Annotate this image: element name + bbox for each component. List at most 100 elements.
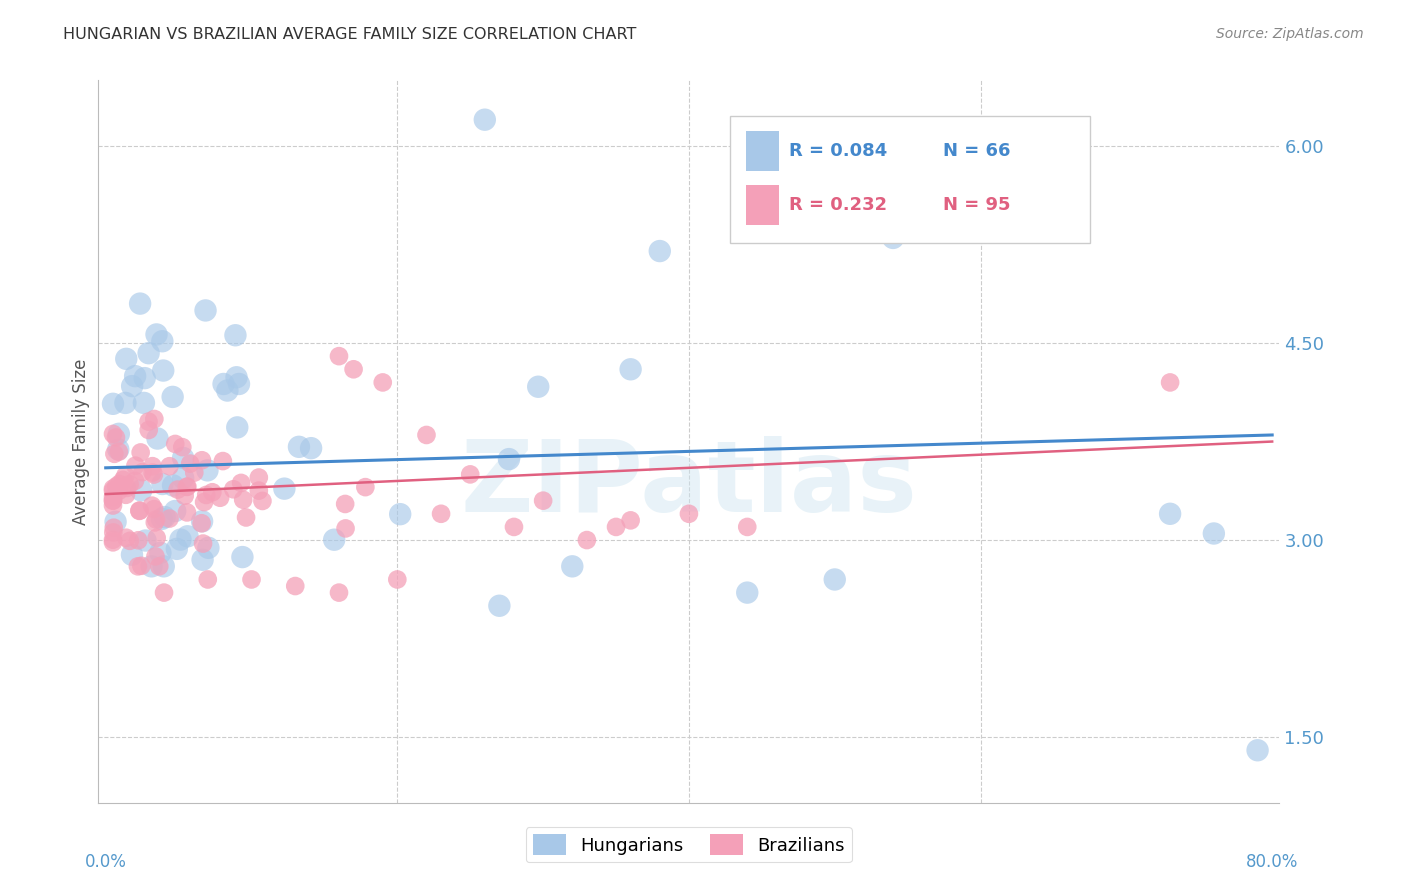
Point: [824, 165, 846, 179]
Point: [128, 504, 150, 518]
Point: [165, 437, 187, 451]
Text: ZIPatlas: ZIPatlas: [461, 436, 917, 533]
Point: [124, 458, 146, 473]
Point: [138, 415, 160, 429]
Point: [141, 559, 163, 574]
Point: [108, 444, 131, 458]
Legend: Hungarians, Brazilians: Hungarians, Brazilians: [526, 827, 852, 863]
Point: [235, 510, 257, 524]
Point: [124, 474, 146, 488]
Point: [201, 485, 224, 500]
Point: [217, 384, 239, 398]
Point: [129, 445, 152, 459]
Bar: [745, 185, 779, 225]
Point: [195, 488, 218, 502]
Point: [101, 483, 124, 498]
Point: [371, 376, 394, 390]
Point: [191, 453, 214, 467]
Point: [107, 442, 129, 457]
Point: [127, 533, 149, 548]
Point: [131, 558, 153, 573]
Point: [162, 390, 184, 404]
Point: [191, 536, 214, 550]
Point: [166, 541, 188, 556]
Text: HUNGARIAN VS BRAZILIAN AVERAGE FAMILY SIZE CORRELATION CHART: HUNGARIAN VS BRAZILIAN AVERAGE FAMILY SI…: [63, 27, 637, 42]
Point: [104, 430, 127, 444]
Point: [678, 507, 700, 521]
Point: [104, 515, 127, 529]
Point: [115, 488, 138, 502]
Point: [824, 573, 846, 587]
Point: [108, 477, 131, 491]
Point: [328, 349, 350, 363]
Point: [430, 507, 453, 521]
Point: [247, 470, 270, 484]
Point: [129, 483, 152, 498]
Point: [153, 585, 176, 599]
Y-axis label: Average Family Size: Average Family Size: [72, 359, 90, 524]
Point: [228, 376, 250, 391]
Point: [232, 492, 254, 507]
Point: [1246, 743, 1268, 757]
Point: [101, 493, 124, 508]
Point: [149, 546, 172, 560]
Point: [735, 520, 758, 534]
Point: [143, 502, 166, 516]
Point: [342, 362, 364, 376]
Point: [648, 244, 671, 258]
Point: [145, 512, 167, 526]
Point: [176, 505, 198, 519]
Point: [1042, 152, 1064, 166]
Point: [179, 457, 201, 471]
Text: 0.0%: 0.0%: [84, 854, 127, 871]
Point: [153, 510, 176, 524]
Point: [108, 483, 131, 498]
Point: [222, 483, 245, 497]
Point: [172, 471, 194, 485]
Point: [101, 535, 124, 549]
Point: [224, 328, 246, 343]
Point: [354, 480, 377, 494]
Point: [620, 362, 643, 376]
Point: [138, 346, 160, 360]
Point: [115, 531, 138, 545]
Text: R = 0.232: R = 0.232: [789, 196, 887, 214]
Point: [387, 573, 409, 587]
Point: [121, 548, 143, 562]
Point: [162, 478, 184, 492]
Point: [561, 559, 583, 574]
Point: [389, 507, 412, 521]
Point: [498, 452, 520, 467]
Point: [134, 533, 156, 548]
Point: [121, 379, 143, 393]
Point: [159, 459, 181, 474]
Point: [172, 450, 194, 465]
Point: [115, 351, 138, 366]
Point: [190, 516, 212, 531]
Point: [225, 370, 247, 384]
Point: [575, 533, 598, 547]
Point: [488, 599, 510, 613]
Point: [101, 482, 124, 496]
Point: [150, 334, 173, 349]
Point: [176, 480, 198, 494]
Point: [118, 533, 141, 548]
Point: [1202, 526, 1225, 541]
Point: [101, 397, 124, 411]
Point: [103, 525, 125, 540]
Point: [101, 493, 124, 508]
Point: [172, 440, 194, 454]
Point: [128, 503, 150, 517]
Point: [114, 396, 136, 410]
Point: [240, 573, 263, 587]
Point: [131, 465, 153, 479]
Point: [152, 559, 174, 574]
Point: [531, 493, 554, 508]
Point: [148, 559, 170, 574]
Point: [138, 423, 160, 437]
Point: [103, 447, 125, 461]
Point: [108, 426, 131, 441]
Point: [145, 327, 167, 342]
Point: [197, 541, 219, 555]
Point: [458, 467, 481, 482]
